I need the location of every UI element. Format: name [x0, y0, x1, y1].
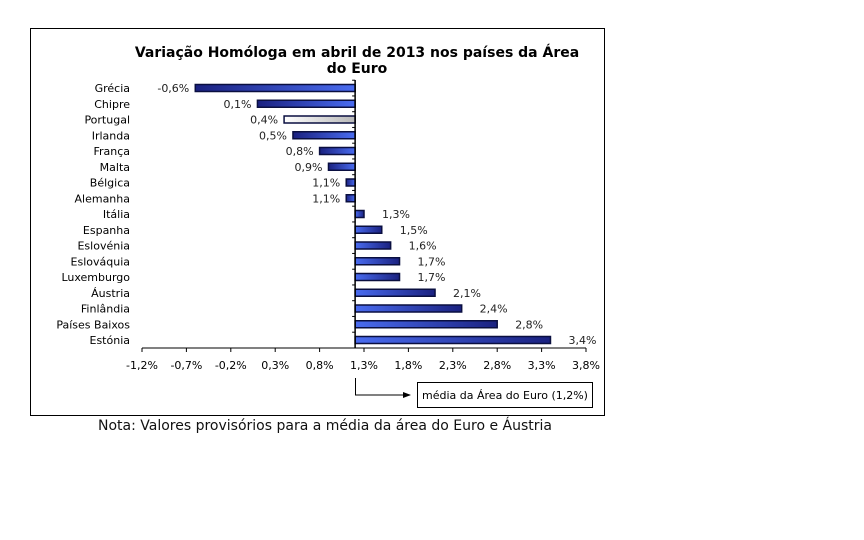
x-tick-label: 2,8% [483, 359, 511, 372]
category-label: Portugal [84, 114, 130, 127]
value-label: 0,8% [286, 145, 314, 158]
x-tick-label: 0,3% [261, 359, 289, 372]
value-label: 0,4% [250, 114, 278, 127]
bar-15 [354, 320, 498, 329]
category-label: Eslováquia [71, 255, 130, 268]
bar-4 [318, 146, 356, 156]
annotation-box [417, 382, 593, 408]
chart-title-line-2: do Euro [327, 61, 388, 77]
category-label: Malta [100, 161, 130, 174]
bar-2 [283, 115, 356, 124]
value-label: 0,5% [259, 129, 287, 142]
chart-title-line-1: Variação Homóloga em abril de 2013 nos p… [135, 44, 579, 61]
value-label: 3,4% [568, 334, 596, 347]
x-tick-label: -0,2% [215, 359, 247, 372]
chart-frame [30, 28, 605, 416]
bar-11 [354, 257, 401, 266]
value-label: 2,4% [480, 303, 508, 316]
euro-average-annotation: média da Área do Euro (1,2%) [422, 389, 588, 402]
category-label: Luxemburgo [61, 271, 130, 284]
x-tick-label: 1,3% [350, 359, 378, 372]
category-label: Grécia [95, 82, 130, 95]
bar-9 [354, 225, 383, 234]
x-tick-label: 0,8% [306, 359, 334, 372]
value-label: 0,9% [295, 161, 323, 174]
bar-10 [354, 241, 392, 250]
value-label: 1,7% [418, 255, 446, 268]
category-label: Finlândia [81, 303, 130, 316]
value-label: 1,3% [382, 208, 410, 221]
value-label: -0,6% [157, 82, 189, 95]
category-label: Estónia [90, 334, 131, 347]
bar-5 [327, 162, 356, 171]
bar-6 [345, 178, 356, 187]
bar-7 [345, 194, 356, 203]
value-label: 2,8% [515, 318, 543, 331]
bar-8 [354, 209, 365, 219]
value-label: 1,7% [418, 271, 446, 284]
category-label: França [93, 145, 130, 158]
x-tick-label: 3,8% [572, 359, 600, 372]
value-label: 2,1% [453, 287, 481, 300]
bar-1 [256, 99, 356, 108]
annotation-arrow-icon [355, 378, 411, 398]
value-label: 1,1% [312, 177, 340, 190]
bar-12 [354, 272, 401, 282]
category-label: Itália [103, 208, 130, 221]
category-label: Bélgica [90, 177, 130, 190]
category-label: Alemanha [75, 192, 131, 205]
x-tick-label: -0,7% [170, 359, 202, 372]
footnote: Nota: Valores provisórios para a média d… [97, 418, 553, 434]
bar-0 [194, 83, 356, 93]
category-label: Eslovénia [77, 240, 130, 253]
bar-16 [354, 335, 552, 345]
category-label: Espanha [83, 224, 130, 237]
x-tick-label: 2,3% [439, 359, 467, 372]
value-label: 1,6% [409, 240, 437, 253]
category-label: Áustria [91, 287, 130, 300]
value-label: 0,1% [223, 98, 251, 111]
bar-3 [292, 131, 356, 140]
x-tick-label: 1,8% [394, 359, 422, 372]
category-label: Irlanda [92, 129, 130, 142]
bar-13 [354, 288, 436, 297]
category-label: Chipre [94, 98, 130, 111]
value-label: 1,5% [400, 224, 428, 237]
value-label: 1,1% [312, 192, 340, 205]
x-tick-label: -1,2% [126, 359, 158, 372]
category-label: Países Baixos [56, 318, 130, 331]
x-tick-label: 3,3% [528, 359, 556, 372]
bar-14 [354, 304, 463, 313]
